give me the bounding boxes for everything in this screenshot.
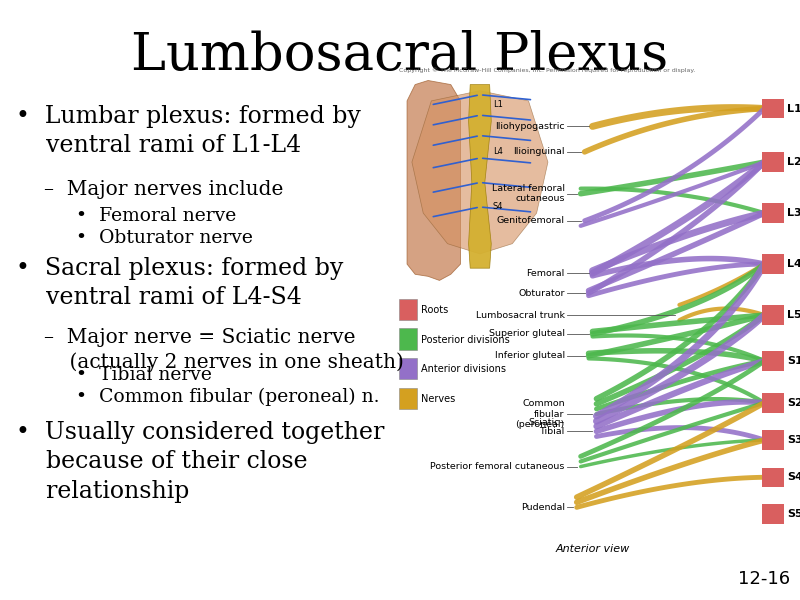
Text: Lumbosacral trunk: Lumbosacral trunk (476, 311, 565, 320)
Text: L4: L4 (787, 259, 800, 269)
Text: L2: L2 (787, 157, 800, 167)
Bar (762, 505, 784, 524)
Text: L1: L1 (787, 104, 800, 113)
Bar (399, 328, 417, 350)
Text: S4: S4 (493, 202, 503, 211)
Text: •  Tibial nerve: • Tibial nerve (76, 366, 212, 384)
Text: Tibial: Tibial (539, 427, 565, 436)
Text: Inferior gluteal: Inferior gluteal (494, 352, 565, 361)
Bar (762, 430, 784, 450)
Polygon shape (412, 91, 548, 254)
Text: 12-16: 12-16 (738, 570, 790, 588)
Bar (399, 358, 417, 379)
Bar (762, 393, 784, 413)
Bar (762, 203, 784, 223)
Bar (762, 99, 784, 118)
Text: Femoral: Femoral (526, 269, 565, 278)
Text: L3: L3 (787, 208, 800, 218)
Text: •  Lumbar plexus: formed by
    ventral rami of L1-L4: • Lumbar plexus: formed by ventral rami … (16, 105, 361, 157)
Bar (399, 299, 417, 320)
Polygon shape (469, 85, 491, 268)
Bar (762, 352, 784, 371)
Text: Anterior divisions: Anterior divisions (421, 364, 506, 374)
Text: Common
fibular
(peroneal): Common fibular (peroneal) (515, 399, 565, 429)
Text: L4: L4 (493, 148, 502, 157)
Bar (762, 152, 784, 172)
Text: Iliohypogastric: Iliohypogastric (495, 122, 565, 131)
Text: Posterior femoral cutaneous: Posterior femoral cutaneous (430, 462, 565, 471)
Text: –  Major nerve = Sciatic nerve
    (actually 2 nerves in one sheath): – Major nerve = Sciatic nerve (actually … (44, 328, 404, 373)
Text: Pudendal: Pudendal (521, 503, 565, 512)
Bar (399, 388, 417, 409)
Text: •  Femoral nerve: • Femoral nerve (76, 207, 236, 225)
Bar (762, 467, 784, 487)
Bar (762, 254, 784, 274)
Text: Superior gluteal: Superior gluteal (489, 329, 565, 338)
Text: Nerves: Nerves (421, 394, 455, 404)
Text: Copyright © The McGraw-Hill Companies, Inc. Permission required for reproduction: Copyright © The McGraw-Hill Companies, I… (399, 68, 695, 73)
Text: S3: S3 (787, 435, 800, 445)
Text: Lumbosacral Plexus: Lumbosacral Plexus (131, 30, 669, 81)
Text: Genitofemoral: Genitofemoral (497, 216, 565, 225)
Text: S2: S2 (787, 398, 800, 408)
Text: L5: L5 (787, 310, 800, 320)
Text: S4: S4 (787, 472, 800, 482)
Text: Posterior divisions: Posterior divisions (421, 335, 510, 344)
Text: –  Major nerves include: – Major nerves include (44, 180, 283, 199)
Bar (762, 305, 784, 325)
Text: Obturator: Obturator (518, 289, 565, 298)
Text: Sciatic–: Sciatic– (529, 418, 565, 427)
Text: Roots: Roots (421, 305, 448, 315)
Text: Anterior view: Anterior view (555, 544, 630, 554)
Text: Ilioinguinal: Ilioinguinal (514, 148, 565, 157)
Text: •  Usually considered together
    because of their close
    relationship: • Usually considered together because of… (16, 421, 384, 503)
Text: •  Common fibular (peroneal) n.: • Common fibular (peroneal) n. (76, 388, 379, 406)
Text: L1: L1 (493, 100, 502, 109)
Text: •  Obturator nerve: • Obturator nerve (76, 229, 253, 247)
Text: S5: S5 (787, 509, 800, 519)
Text: S1: S1 (787, 356, 800, 366)
Polygon shape (407, 80, 461, 280)
Text: Lateral femoral
cutaneous: Lateral femoral cutaneous (492, 184, 565, 203)
Text: •  Sacral plexus: formed by
    ventral rami of L4-S4: • Sacral plexus: formed by ventral rami … (16, 257, 343, 309)
